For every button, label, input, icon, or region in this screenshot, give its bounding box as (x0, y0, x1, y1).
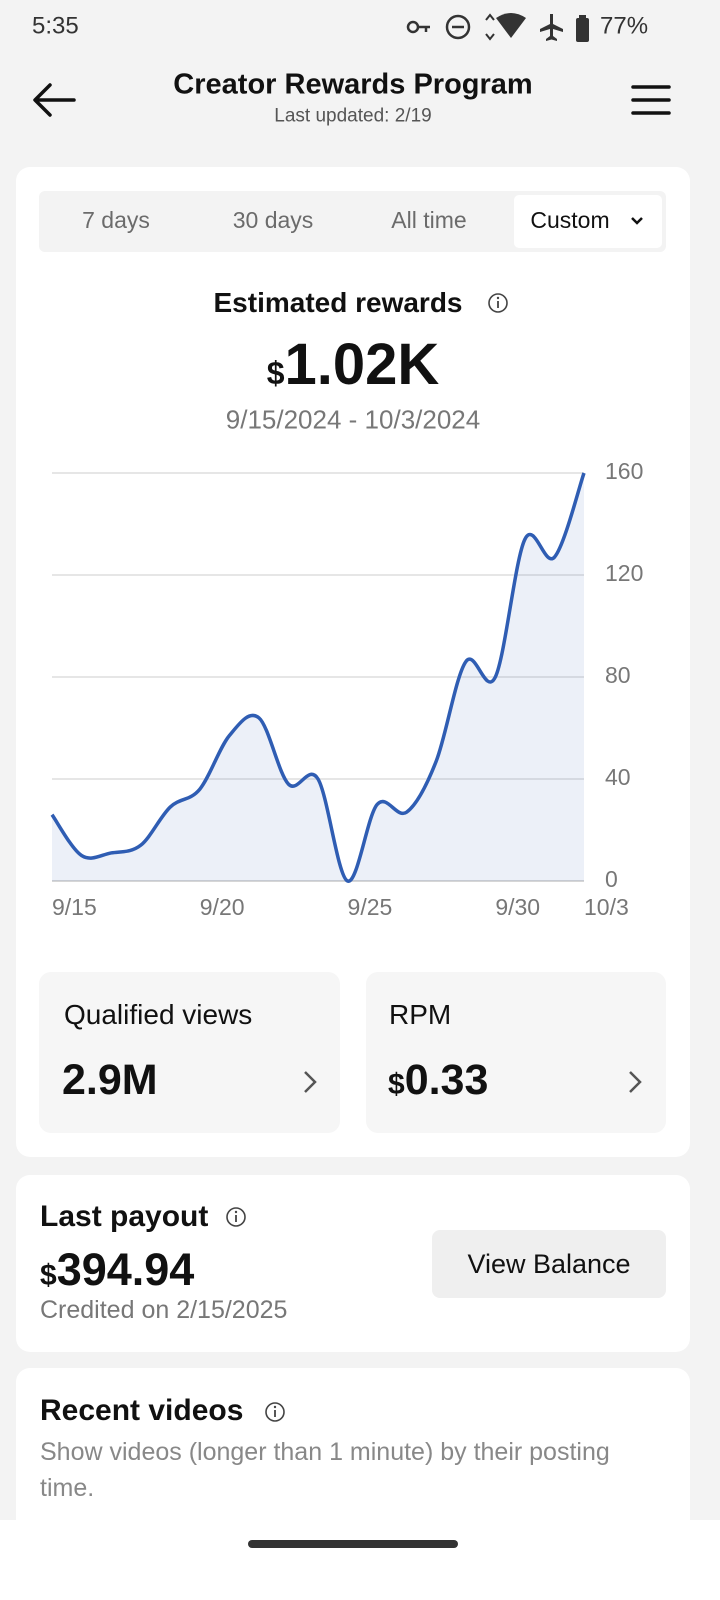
amount: 0.33 (404, 1056, 489, 1105)
tab[interactable]: 7 days (82, 207, 150, 234)
x-tick-label: 9/25 (348, 894, 393, 920)
x-tick-label: 9/20 (200, 894, 245, 920)
status-icons (406, 13, 589, 42)
x-tick-label: 9/30 (495, 894, 540, 920)
metric-value: $0.33 (388, 1055, 488, 1107)
metric-label: Qualified views (64, 999, 253, 1031)
status-battery: 77% (600, 12, 649, 40)
date-range: 9/15/2024 - 10/3/2024 (225, 404, 481, 435)
info-icon[interactable] (225, 1206, 247, 1228)
chevron (304, 1071, 317, 1093)
page-title: Creator Rewards Program (173, 68, 533, 101)
currency: $ (40, 1259, 57, 1292)
amount: 394.94 (56, 1244, 195, 1295)
y-tick-label: 160 (605, 458, 643, 484)
view-balance-button[interactable] (432, 1230, 666, 1298)
summary-label: Estimated rewards (213, 287, 463, 319)
status-time: 5:35 (32, 12, 79, 40)
nav-bar (0, 1520, 720, 1600)
metric-label: RPM (389, 999, 452, 1031)
info-icon[interactable] (487, 292, 509, 314)
x-tick-label: 10/3 (584, 894, 629, 920)
recent-title: Recent videos (40, 1394, 244, 1427)
page-subtitle: Last updated: 2/19 (274, 105, 432, 127)
chevron (629, 1071, 642, 1093)
menu-button[interactable] (630, 84, 674, 118)
metric-tile[interactable] (39, 972, 340, 1133)
payout-note: Credited on 2/15/2025 (40, 1296, 288, 1324)
metric-tile[interactable] (366, 972, 666, 1133)
y-tick-label: 80 (605, 662, 631, 688)
x-tick-label: 9/15 (52, 894, 97, 920)
amount: 1.02K (284, 332, 440, 398)
home-indicator[interactable] (248, 1540, 458, 1548)
payout-amount: $394.94 (40, 1243, 194, 1297)
chart: 0 40 80 120 160 9/15 9/20 9/25 9/30 10/3 (50, 458, 643, 920)
dropdown-chevron (631, 217, 643, 225)
y-tick-label: 40 (605, 764, 631, 790)
back-button[interactable] (30, 80, 80, 120)
button-label: View Balance (467, 1248, 631, 1279)
currency: $ (388, 1068, 405, 1102)
tab[interactable]: Custom (530, 207, 610, 234)
y-tick-label: 120 (605, 560, 643, 586)
metric-value: 2.9M (62, 1056, 158, 1105)
line (50, 472, 586, 883)
tab[interactable]: 30 days (232, 207, 314, 234)
recent-description: Show videos (longer than 1 minute) by th… (40, 1438, 610, 1502)
tab[interactable]: All time (391, 207, 467, 234)
summary-amount: $1.02K (267, 330, 440, 400)
y-tick-label: 0 (605, 866, 618, 892)
currency: $ (266, 355, 285, 392)
payout-label: Last payout (40, 1200, 209, 1233)
info-icon[interactable] (264, 1401, 286, 1423)
area (52, 473, 584, 882)
